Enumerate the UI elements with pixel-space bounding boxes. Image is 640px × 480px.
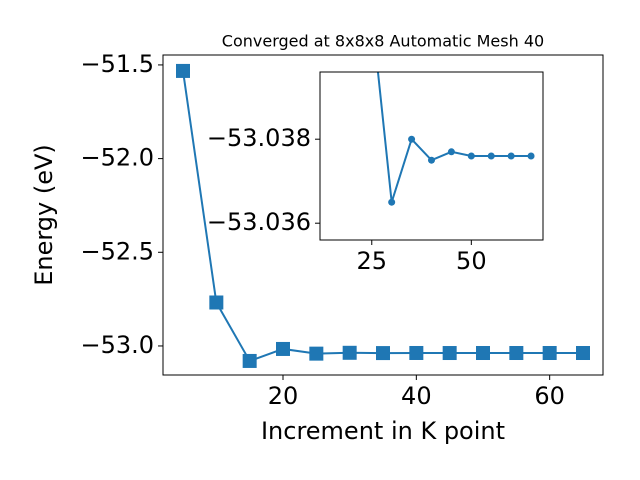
marker — [509, 346, 524, 361]
marker — [209, 295, 224, 310]
chart-title: Converged at 8x8x8 Automatic Mesh 40 — [222, 32, 544, 51]
marker — [368, 10, 375, 17]
marker — [487, 152, 495, 160]
y-tick-label: −53.036 — [207, 208, 311, 236]
marker — [276, 341, 290, 356]
y-axis-label: Energy (eV) — [30, 144, 58, 286]
y-tick-label: −53.038 — [207, 124, 311, 152]
marker — [542, 346, 557, 361]
x-tick-label: 40 — [401, 382, 432, 410]
marker — [409, 345, 424, 360]
y-tick-label: −53.0 — [80, 331, 154, 359]
y-tick-label: −51.5 — [80, 50, 154, 78]
y-tick-label: −52.0 — [80, 144, 154, 172]
marker — [442, 346, 457, 361]
marker — [476, 346, 490, 361]
plot-content — [176, 63, 590, 368]
marker — [376, 346, 390, 361]
marker — [388, 198, 396, 206]
plot-content — [368, 10, 535, 206]
marker — [242, 353, 257, 368]
marker — [176, 63, 190, 78]
x-tick-label: 20 — [268, 382, 299, 410]
marker — [507, 152, 515, 160]
x-axis-label: Increment in K point — [261, 417, 505, 445]
axes-frame — [162, 54, 604, 376]
x-tick-label: 60 — [534, 382, 565, 410]
y-tick-label: −52.5 — [80, 237, 154, 265]
marker — [309, 346, 324, 361]
marker — [527, 152, 535, 160]
axes-frame — [319, 71, 544, 241]
marker — [447, 148, 455, 156]
marker — [467, 152, 475, 160]
x-tick-label: 50 — [456, 247, 487, 275]
marker — [576, 346, 590, 361]
marker — [408, 135, 416, 143]
marker — [342, 345, 357, 360]
x-tick-label: 25 — [356, 247, 387, 275]
marker — [428, 156, 435, 164]
